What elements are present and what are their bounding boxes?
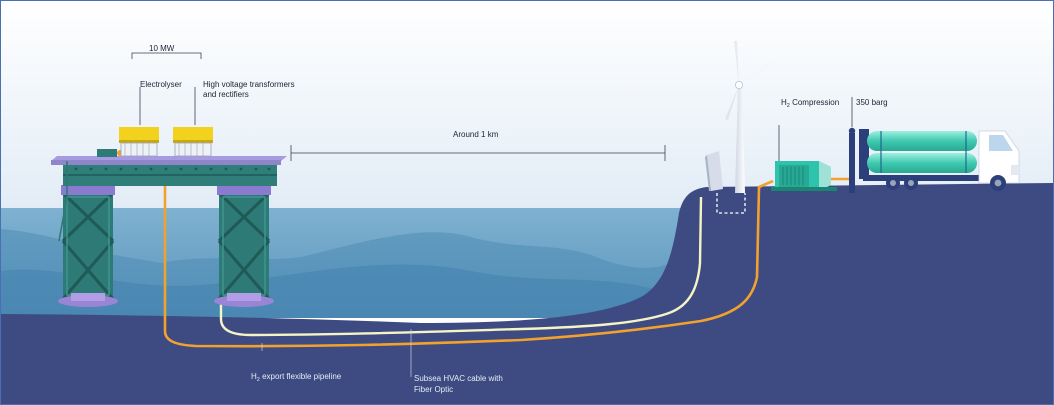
electrolyser-unit xyxy=(119,127,159,157)
compression-label-prefix: H xyxy=(781,98,787,107)
cable-label-line1: Subsea HVAC cable with xyxy=(414,374,503,383)
compression-label-sub: 2 xyxy=(787,103,790,109)
platform-callouts xyxy=(131,52,666,161)
h2-tube-trailer xyxy=(859,129,1020,191)
transformers-label-line1: High voltage transformers xyxy=(203,80,295,89)
seabed-and-land xyxy=(1,183,1053,404)
landfall-marker xyxy=(705,151,746,214)
power-label: 10 MW xyxy=(149,44,175,53)
pipeline-label-suffix: export flexible pipeline xyxy=(260,372,342,381)
pipeline-label-sub: 2 xyxy=(257,377,260,383)
dispenser-post xyxy=(848,97,856,193)
transformer-unit xyxy=(173,127,213,157)
pressure-label: 350 barg xyxy=(856,98,888,107)
platform-leg-right xyxy=(214,191,274,307)
pipeline-label-prefix: H xyxy=(251,372,257,381)
platform-riser xyxy=(58,161,68,242)
compression-label: H2 Compression xyxy=(781,98,839,109)
electrolyser-label: Electrolyser xyxy=(140,80,182,89)
cable-label-line2: Fiber Optic xyxy=(414,385,453,394)
h2-export-pipeline xyxy=(119,155,774,348)
wind-turbine xyxy=(725,41,772,193)
platform-module xyxy=(97,149,117,157)
platform-leg-left xyxy=(58,191,118,307)
subsea-hvac-cable xyxy=(212,156,703,337)
offshore-platform xyxy=(51,127,287,307)
compression-label-suffix: Compression xyxy=(790,98,839,107)
transformers-label-line2: and rectifiers xyxy=(203,90,249,99)
pipeline-label: H2 export flexible pipeline xyxy=(251,372,342,383)
h2-compressor xyxy=(771,125,837,191)
distance-label: Around 1 km xyxy=(453,130,499,139)
platform-deck xyxy=(51,156,287,161)
